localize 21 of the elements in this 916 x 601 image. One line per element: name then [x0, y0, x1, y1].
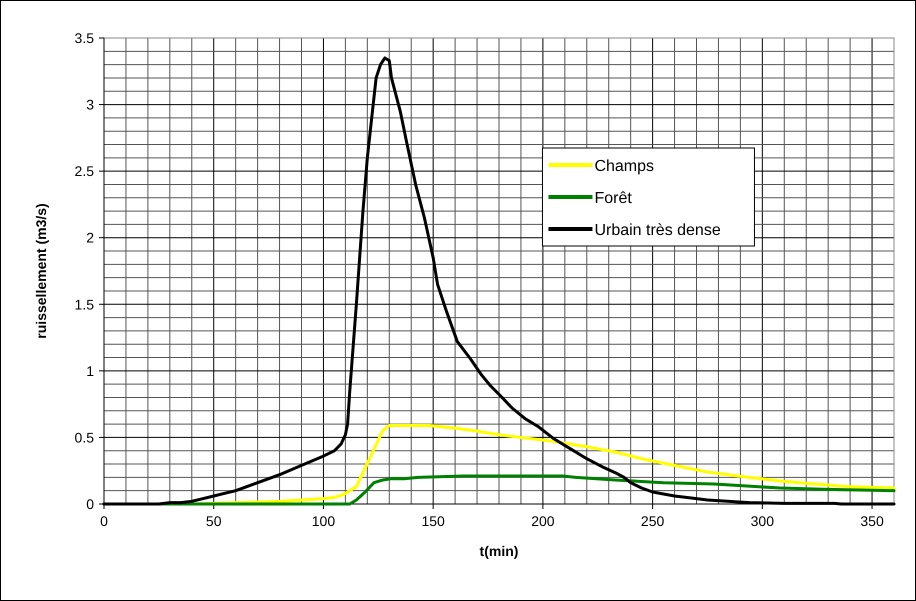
y-tick-label: 1 [86, 362, 94, 379]
x-tick-label: 300 [750, 513, 774, 529]
x-tick-label: 100 [312, 513, 336, 529]
x-tick-label: 250 [640, 513, 665, 529]
y-axis-title: ruissellement (m3/s) [33, 203, 49, 339]
x-tick-label: 50 [206, 513, 222, 529]
y-tick-label: 0 [86, 496, 94, 512]
y-tick-label: 3 [86, 96, 94, 113]
y-tick-label: 3.5 [74, 30, 94, 46]
x-tick-label: 200 [531, 513, 555, 529]
y-tick-label: 2.5 [74, 163, 94, 180]
legend-label: Champs [594, 158, 654, 175]
y-tick-label: 0.5 [74, 429, 94, 446]
x-tick-label: 350 [860, 513, 884, 529]
x-tick-label: 150 [421, 513, 446, 529]
x-axis-title: t(min) [480, 543, 518, 559]
legend-label: Urbain très dense [594, 222, 721, 239]
x-tick-label: 0 [100, 513, 108, 529]
legend-label: Forêt [594, 190, 632, 207]
y-tick-label: 1.5 [74, 296, 94, 312]
y-tick-label: 2 [86, 230, 94, 246]
